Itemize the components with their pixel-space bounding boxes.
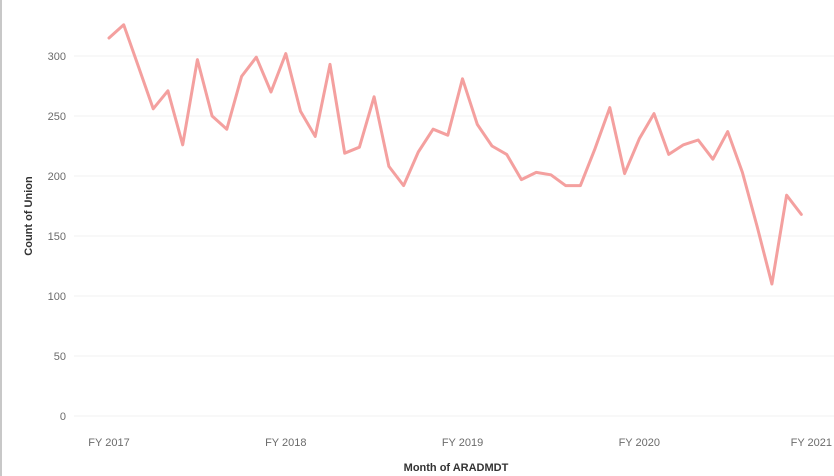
y-axis-ticks: 0 50 100 150 200 250 300 [48, 51, 66, 423]
y-tick-label: 250 [48, 111, 66, 123]
data-point[interactable] [133, 62, 143, 72]
data-point[interactable] [399, 181, 409, 191]
series-layer [104, 20, 806, 289]
data-point[interactable] [752, 221, 762, 231]
data-point[interactable] [575, 181, 585, 191]
data-point[interactable] [310, 131, 320, 141]
data-point[interactable] [693, 135, 703, 145]
data-point[interactable] [516, 175, 526, 185]
data-point[interactable] [561, 181, 571, 191]
y-axis-title: Count of Union [23, 176, 35, 256]
data-point[interactable] [119, 20, 129, 30]
data-point[interactable] [325, 59, 335, 69]
x-tick-label: FY 2021 [791, 437, 832, 449]
y-tick-label: 200 [48, 171, 66, 183]
data-point[interactable] [266, 87, 276, 97]
data-point[interactable] [443, 130, 453, 140]
data-point[interactable] [723, 127, 733, 137]
data-point[interactable] [207, 111, 217, 121]
x-tick-label: FY 2019 [442, 437, 483, 449]
series-line-0 [107, 23, 803, 286]
data-point[interactable] [531, 167, 541, 177]
data-point[interactable] [178, 140, 188, 150]
y-tick-label: 300 [48, 51, 66, 63]
x-tick-label: FY 2020 [619, 437, 660, 449]
x-tick-label: FY 2018 [265, 437, 306, 449]
data-point[interactable] [428, 124, 438, 134]
data-point[interactable] [678, 140, 688, 150]
data-point[interactable] [148, 104, 158, 114]
gridlines [74, 55, 834, 417]
data-point[interactable] [664, 149, 674, 159]
data-point[interactable] [796, 209, 806, 219]
data-point[interactable] [782, 190, 792, 200]
y-tick-label: 150 [48, 231, 66, 243]
data-point[interactable] [222, 124, 232, 134]
x-axis-ticks: FY 2017 FY 2018 FY 2019 FY 2020 FY 2021 [88, 437, 832, 449]
data-point[interactable] [251, 52, 261, 62]
data-point[interactable] [340, 148, 350, 158]
data-point[interactable] [413, 147, 423, 157]
data-point[interactable] [237, 71, 247, 81]
data-point[interactable] [708, 154, 718, 164]
data-point[interactable] [649, 109, 659, 119]
data-point[interactable] [163, 86, 173, 96]
data-point[interactable] [369, 92, 379, 102]
data-point[interactable] [384, 161, 394, 171]
y-tick-label: 50 [54, 351, 66, 363]
data-point[interactable] [354, 142, 364, 152]
data-point[interactable] [737, 167, 747, 177]
data-point[interactable] [472, 119, 482, 129]
data-point[interactable] [546, 170, 556, 180]
data-point[interactable] [502, 149, 512, 159]
data-point[interactable] [295, 106, 305, 116]
y-tick-label: 0 [60, 411, 66, 423]
data-point[interactable] [458, 74, 468, 84]
data-point[interactable] [590, 143, 600, 153]
x-axis-title: Month of ARADMDT [404, 462, 509, 474]
data-point[interactable] [281, 49, 291, 59]
x-tick-label: FY 2017 [88, 437, 129, 449]
data-point[interactable] [767, 279, 777, 289]
data-point[interactable] [605, 103, 615, 113]
data-point[interactable] [620, 169, 630, 179]
data-point[interactable] [192, 55, 202, 65]
y-tick-label: 100 [48, 291, 66, 303]
data-point[interactable] [634, 134, 644, 144]
data-point[interactable] [487, 141, 497, 151]
data-point[interactable] [104, 33, 114, 43]
